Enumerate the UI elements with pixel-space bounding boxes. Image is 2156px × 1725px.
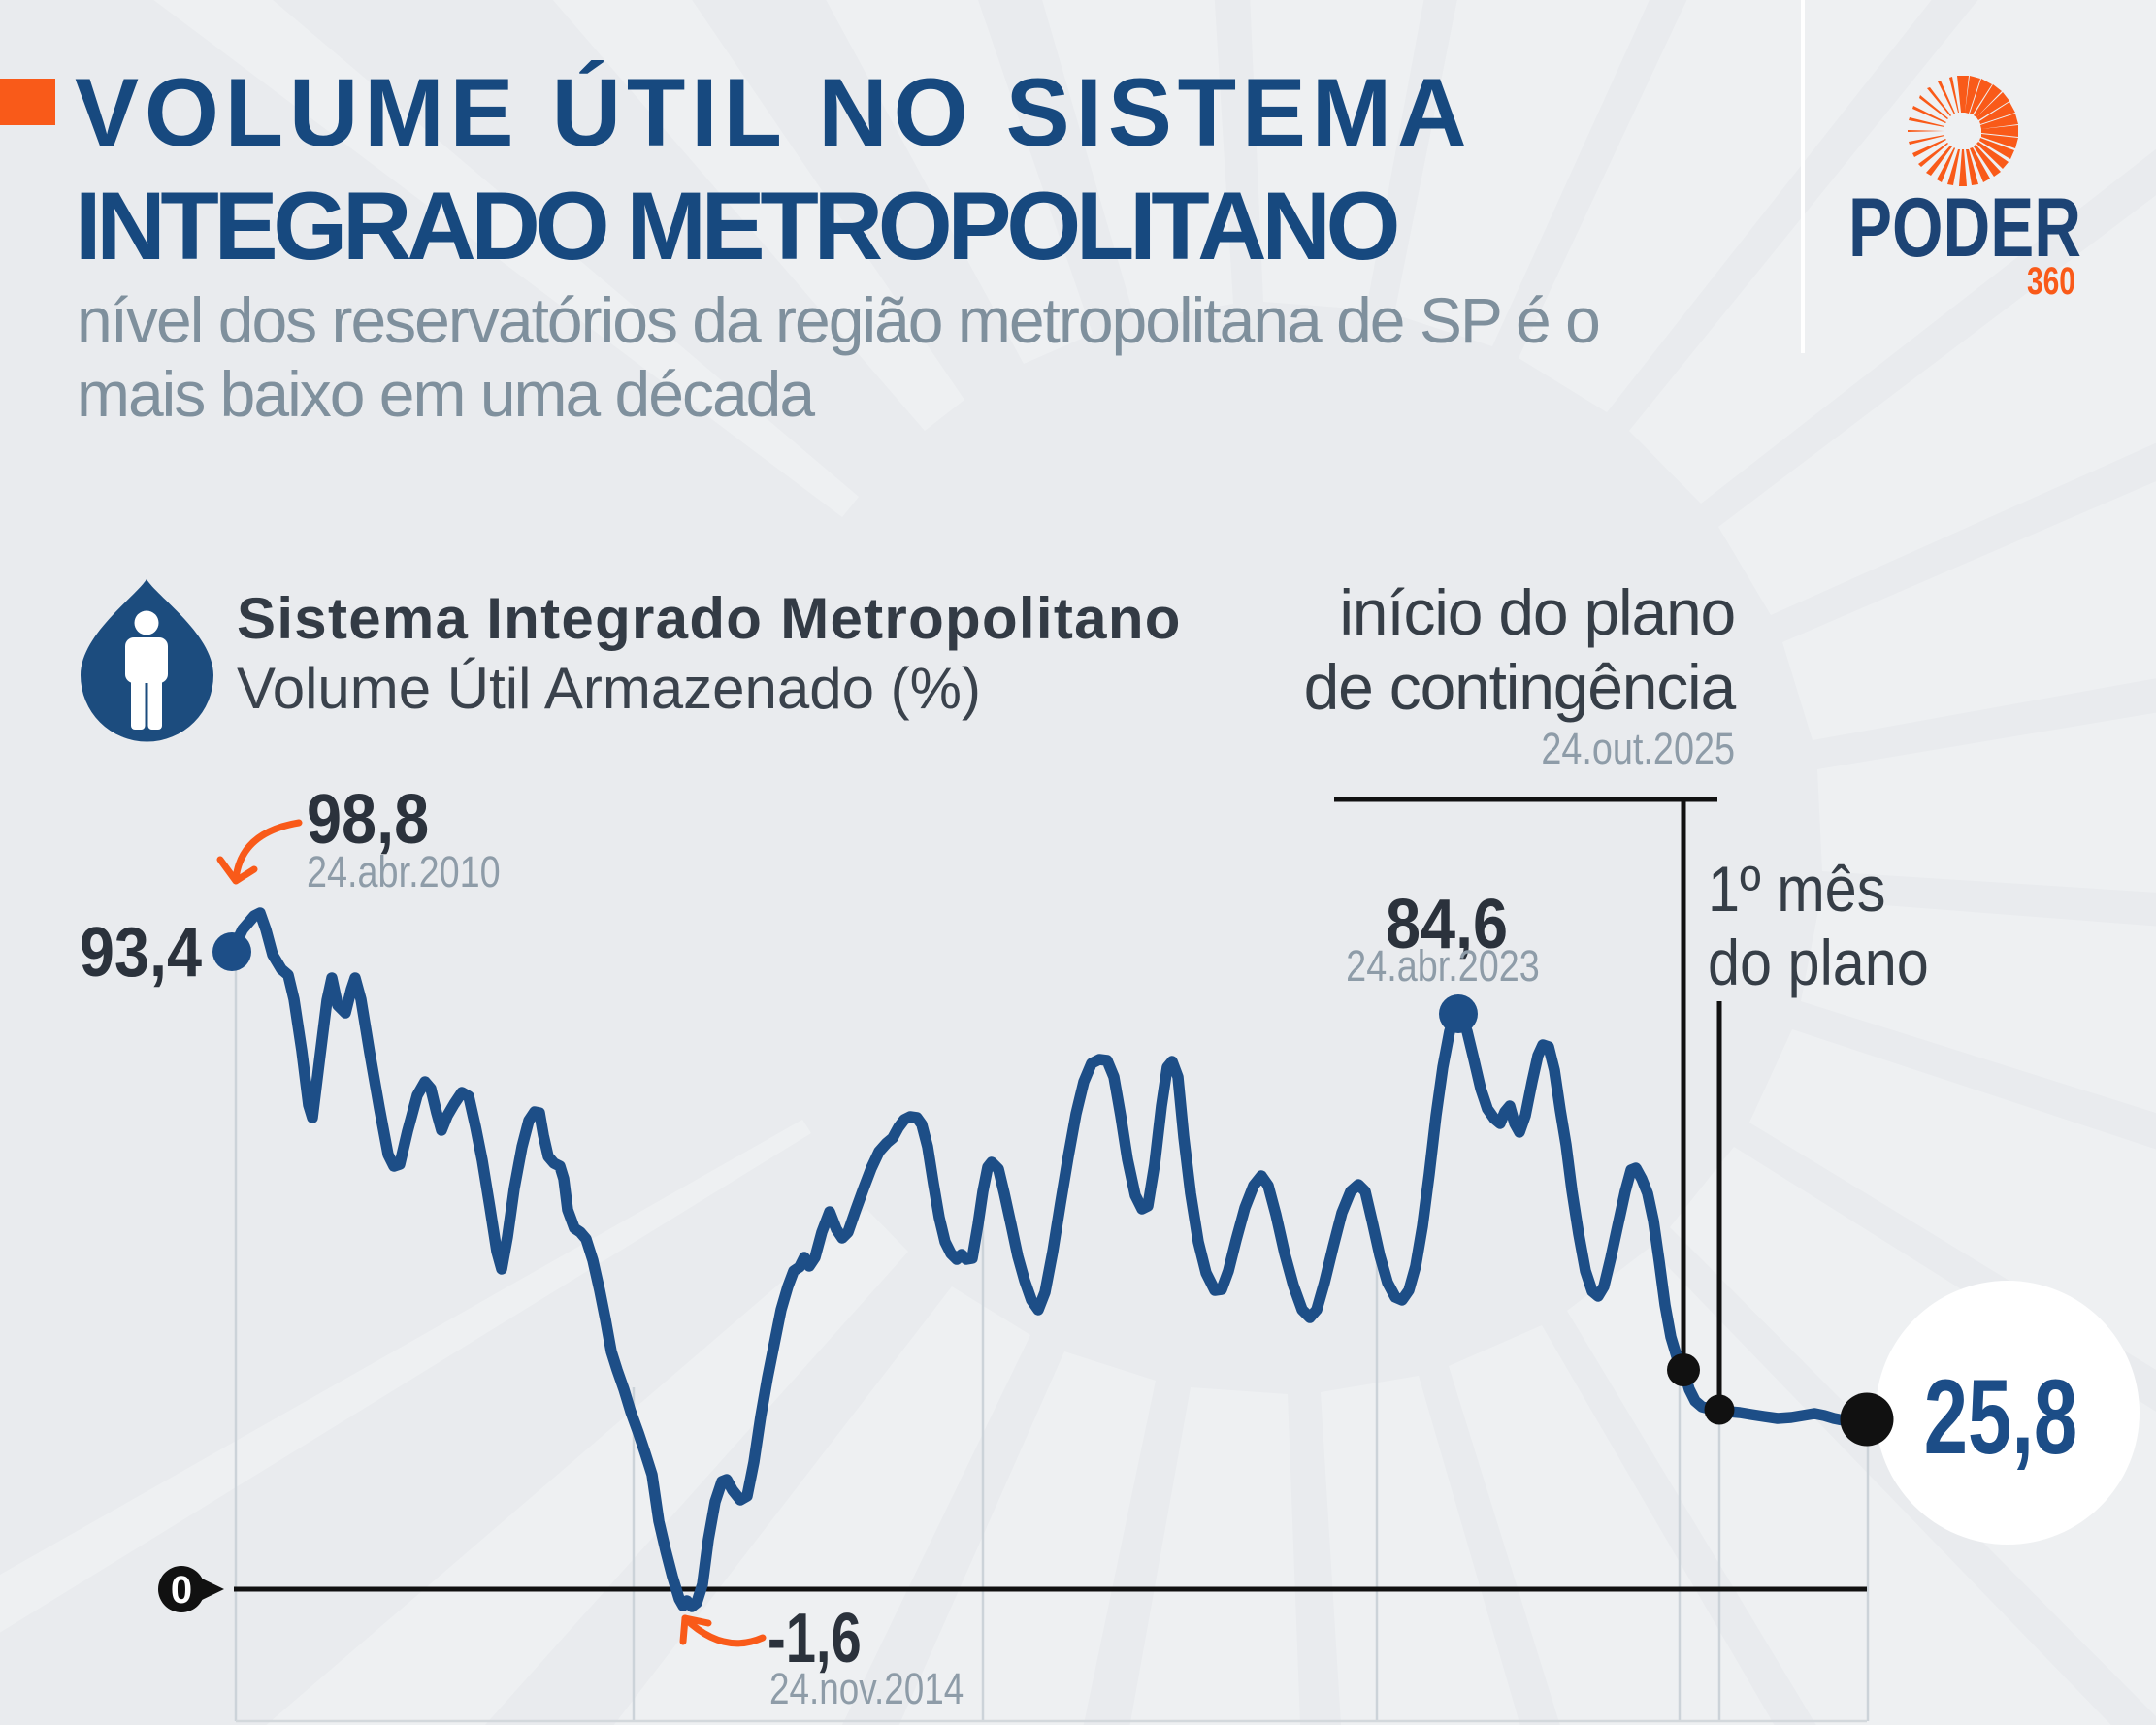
svg-text:mais baixo em uma década: mais baixo em uma década: [77, 358, 815, 430]
svg-text:de contingência: de contingência: [1304, 651, 1737, 723]
svg-text:0: 0: [171, 1569, 192, 1611]
svg-text:do plano: do plano: [1708, 928, 1929, 999]
svg-text:INTEGRADO METROPOLITANO: INTEGRADO METROPOLITANO: [75, 172, 1397, 279]
svg-text:24.out.2025: 24.out.2025: [1541, 724, 1735, 773]
svg-text:início do plano: início do plano: [1339, 576, 1735, 648]
svg-text:PODER: PODER: [1848, 181, 2081, 275]
svg-text:24.abr.2010: 24.abr.2010: [307, 847, 501, 896]
svg-text:360: 360: [2027, 260, 2075, 303]
svg-text:24.abr.2023: 24.abr.2023: [1346, 941, 1540, 991]
svg-text:25,8: 25,8: [1924, 1356, 2077, 1477]
svg-text:24.nov.2014: 24.nov.2014: [769, 1665, 964, 1713]
svg-text:93,4: 93,4: [80, 913, 202, 992]
svg-text:Sistema Integrado Metropolitan: Sistema Integrado Metropolitano: [237, 586, 1182, 651]
svg-text:-1,6: -1,6: [768, 1599, 862, 1676]
svg-text:VOLUME ÚTIL NO SISTEMA: VOLUME ÚTIL NO SISTEMA: [75, 58, 1472, 166]
svg-text:84,6: 84,6: [1386, 885, 1508, 963]
svg-text:Volume Útil Armazenado (%): Volume Útil Armazenado (%): [237, 656, 981, 721]
svg-text:nível dos reservatórios da reg: nível dos reservatórios da região metrop…: [77, 284, 1599, 356]
svg-text:1º mês: 1º mês: [1708, 854, 1885, 926]
svg-text:98,8: 98,8: [307, 780, 429, 859]
